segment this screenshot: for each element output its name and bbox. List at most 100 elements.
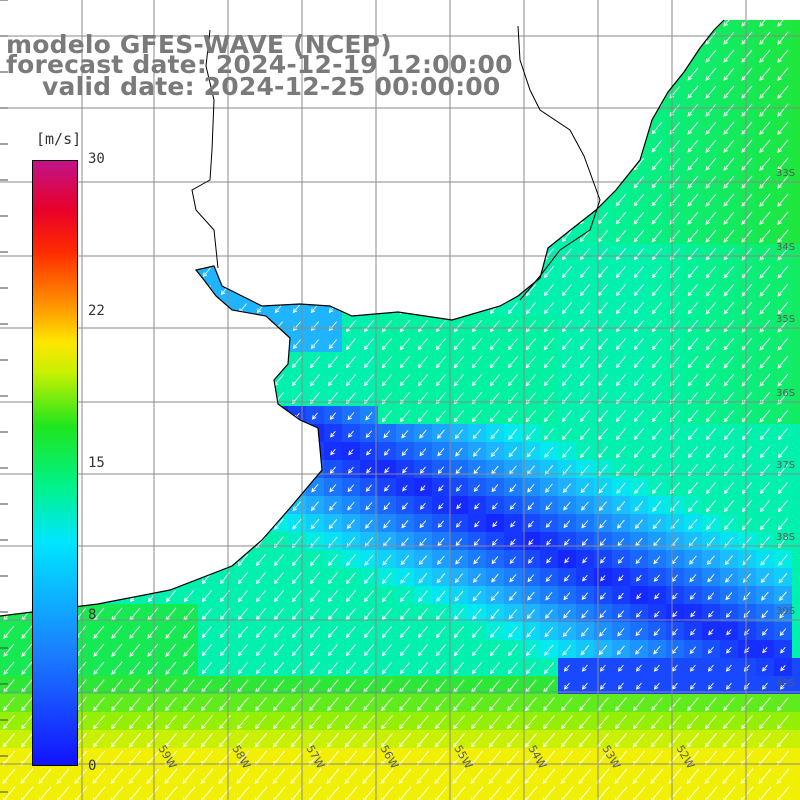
wind-speed-cell — [792, 64, 800, 83]
wind-arrow — [347, 466, 354, 474]
wind-arrow — [525, 302, 536, 315]
wind-speed-cell — [612, 784, 631, 800]
wind-arrow — [561, 302, 572, 315]
wind-arrow — [723, 20, 735, 27]
wind-arrow — [777, 337, 789, 351]
wind-speed-cell — [792, 730, 800, 749]
wind-arrow — [419, 448, 427, 457]
wind-arrow — [615, 284, 626, 297]
wind-arrow — [561, 266, 572, 279]
latitude-label: 39S — [776, 606, 795, 617]
wind-arrow — [723, 139, 735, 153]
wind-arrow — [348, 449, 354, 456]
wind-arrow — [777, 103, 789, 117]
wind-arrow — [741, 49, 753, 63]
wind-speed-cell — [792, 136, 800, 155]
wind-speed-cell — [756, 20, 775, 29]
wind-speed-cell — [792, 748, 800, 767]
wind-speed-cell — [342, 784, 361, 800]
wind-arrow — [687, 139, 699, 153]
wind-arrow — [562, 446, 572, 458]
wind-arrow — [723, 482, 734, 495]
wind-arrow — [365, 430, 373, 439]
wind-arrow — [741, 319, 753, 333]
wind-arrow — [651, 211, 663, 225]
wind-arrow — [705, 265, 717, 279]
wind-arrow — [345, 320, 356, 333]
wind-arrow — [525, 410, 537, 423]
wind-arrow — [777, 482, 788, 495]
wind-arrow — [561, 356, 572, 369]
wind-arrow — [777, 67, 789, 81]
wind-arrow — [615, 266, 626, 279]
wind-arrow — [687, 338, 699, 351]
wind-arrow — [311, 483, 319, 493]
wind-speed-cell — [108, 784, 127, 800]
wind-arrow — [472, 447, 481, 457]
wind-arrow — [687, 121, 699, 135]
wind-speed-cell — [576, 784, 595, 800]
wind-arrow — [473, 484, 481, 492]
wind-speed-cell — [54, 784, 73, 800]
wind-speed-cell — [414, 784, 433, 800]
wind-arrow — [545, 483, 553, 493]
wind-arrow — [455, 466, 463, 475]
wind-arrow — [759, 103, 771, 117]
wind-arrow — [453, 338, 465, 351]
wind-arrow — [579, 410, 590, 423]
wind-arrow — [633, 428, 644, 441]
wind-arrow — [381, 338, 393, 351]
wind-arrow — [365, 411, 373, 421]
wind-arrow — [579, 428, 590, 441]
wind-speed-cell — [36, 784, 55, 800]
wind-arrow — [723, 85, 735, 99]
wind-arrow — [705, 139, 717, 153]
wind-arrow — [705, 319, 717, 333]
wind-arrow — [435, 320, 447, 333]
wind-arrow — [526, 428, 536, 440]
wind-arrow — [687, 284, 699, 297]
wind-arrow — [705, 121, 717, 135]
wind-speed-cell — [792, 334, 800, 353]
wind-arrow — [417, 320, 429, 333]
wind-arrow — [777, 211, 789, 225]
wind-arrow — [705, 193, 717, 207]
wind-arrow — [741, 283, 753, 297]
wind-speed-cell — [144, 784, 163, 800]
wind-speed-cell — [702, 784, 721, 800]
wind-arrow — [420, 485, 426, 492]
wind-arrow — [687, 229, 699, 243]
wind-arrow — [741, 355, 753, 369]
wind-arrow — [705, 446, 716, 459]
wind-arrow — [489, 410, 501, 423]
colorbar-tick-22: 22 — [88, 303, 105, 319]
wind-speed-cell — [180, 784, 199, 800]
wind-arrow — [741, 85, 753, 99]
wind-arrow — [561, 428, 572, 441]
wind-arrow — [508, 447, 518, 458]
wind-arrow — [777, 301, 789, 315]
wind-arrow — [383, 430, 391, 439]
wind-arrow — [489, 356, 501, 369]
wind-arrow — [527, 483, 535, 493]
wind-arrow — [759, 373, 771, 387]
wind-arrow — [347, 412, 355, 421]
wind-arrow — [366, 466, 372, 474]
wind-arrow — [309, 356, 320, 369]
wind-arrow — [615, 248, 626, 261]
wind-arrow — [381, 320, 393, 333]
wind-arrow — [455, 447, 463, 457]
wind-speed-cell — [792, 640, 800, 659]
colorbar-tick-15: 15 — [88, 455, 105, 471]
wind-speed-cell — [666, 784, 685, 800]
wind-arrow — [399, 356, 411, 369]
wind-arrow — [741, 67, 753, 81]
wind-arrow — [759, 193, 771, 207]
wind-arrow — [615, 428, 626, 441]
wind-speed-cell — [792, 496, 800, 515]
wind-speed-cell — [252, 784, 271, 800]
wind-arrow — [651, 157, 663, 171]
latitude-label: 36S — [776, 388, 795, 399]
wind-speed-cell — [432, 784, 451, 800]
wind-arrow — [383, 448, 390, 456]
